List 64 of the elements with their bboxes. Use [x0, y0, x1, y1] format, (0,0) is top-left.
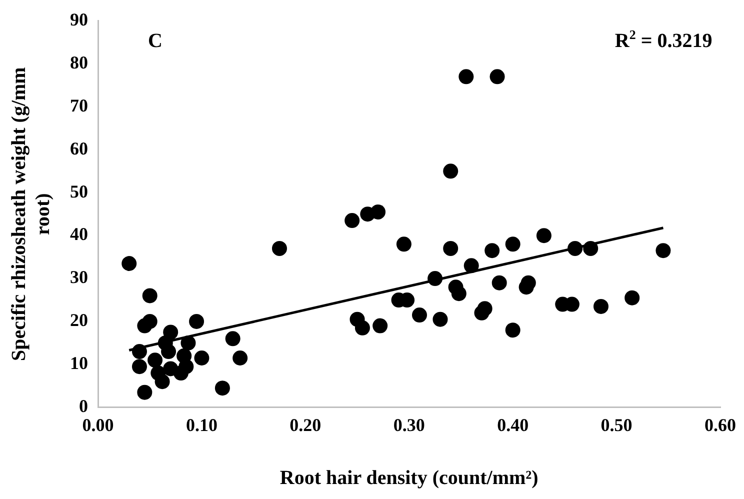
x-tick-label: 0.60 — [704, 414, 736, 435]
point — [443, 240, 458, 256]
y-tick-label: 60 — [70, 138, 88, 158]
point — [583, 240, 598, 256]
point — [180, 335, 196, 350]
point — [354, 320, 370, 336]
y-tick-label: 20 — [70, 310, 88, 330]
x-tick-label: 0.10 — [186, 414, 218, 435]
point — [163, 324, 178, 340]
y-tick-label: 80 — [70, 52, 88, 72]
point — [232, 350, 248, 366]
point — [122, 256, 137, 271]
point — [656, 243, 671, 258]
point — [477, 301, 492, 316]
point — [536, 228, 552, 244]
x-tick-label: 0.30 — [393, 414, 425, 435]
y-tick-label: 50 — [70, 181, 88, 202]
point — [142, 314, 158, 329]
x-tick-label: 0.20 — [290, 414, 322, 435]
point — [484, 243, 500, 258]
point — [154, 374, 170, 390]
point — [272, 240, 287, 256]
y-tick-label: 70 — [70, 95, 88, 116]
point — [505, 322, 520, 338]
point — [464, 258, 479, 274]
y-tick-label: 10 — [70, 353, 88, 374]
y-tick-label: 30 — [70, 267, 88, 288]
point — [137, 384, 152, 400]
point — [161, 344, 176, 360]
x-tick-label: 0.50 — [600, 414, 632, 435]
point — [492, 275, 507, 290]
y-tick-label: 90 — [70, 9, 88, 30]
point — [132, 344, 147, 360]
y-axis-title: Specific rhizosheath weight (g/mm root) — [8, 66, 54, 362]
point — [428, 271, 443, 286]
point — [370, 204, 386, 220]
point — [505, 236, 520, 252]
point — [194, 350, 210, 366]
point — [372, 318, 388, 334]
x-axis-title: Root hair density (count/mm²) — [280, 467, 538, 490]
point — [624, 290, 640, 306]
x-tick-label: 0.40 — [497, 414, 529, 435]
point — [458, 69, 474, 84]
point — [142, 288, 158, 304]
y-tick-label: 40 — [70, 224, 88, 244]
point — [189, 314, 204, 329]
point — [412, 308, 427, 323]
point — [225, 331, 240, 346]
point — [432, 312, 448, 327]
point — [344, 213, 360, 228]
y-tick-label: 0 — [79, 396, 88, 416]
point — [214, 380, 230, 396]
point — [443, 164, 458, 179]
point — [520, 275, 536, 290]
point — [451, 286, 466, 302]
point — [568, 240, 583, 256]
point — [396, 236, 412, 252]
point — [178, 359, 194, 374]
point — [490, 69, 505, 84]
x-tick-label: 0.00 — [82, 414, 114, 435]
annotation: C — [148, 30, 162, 52]
point — [132, 359, 147, 374]
point — [148, 352, 163, 368]
point — [593, 298, 608, 314]
